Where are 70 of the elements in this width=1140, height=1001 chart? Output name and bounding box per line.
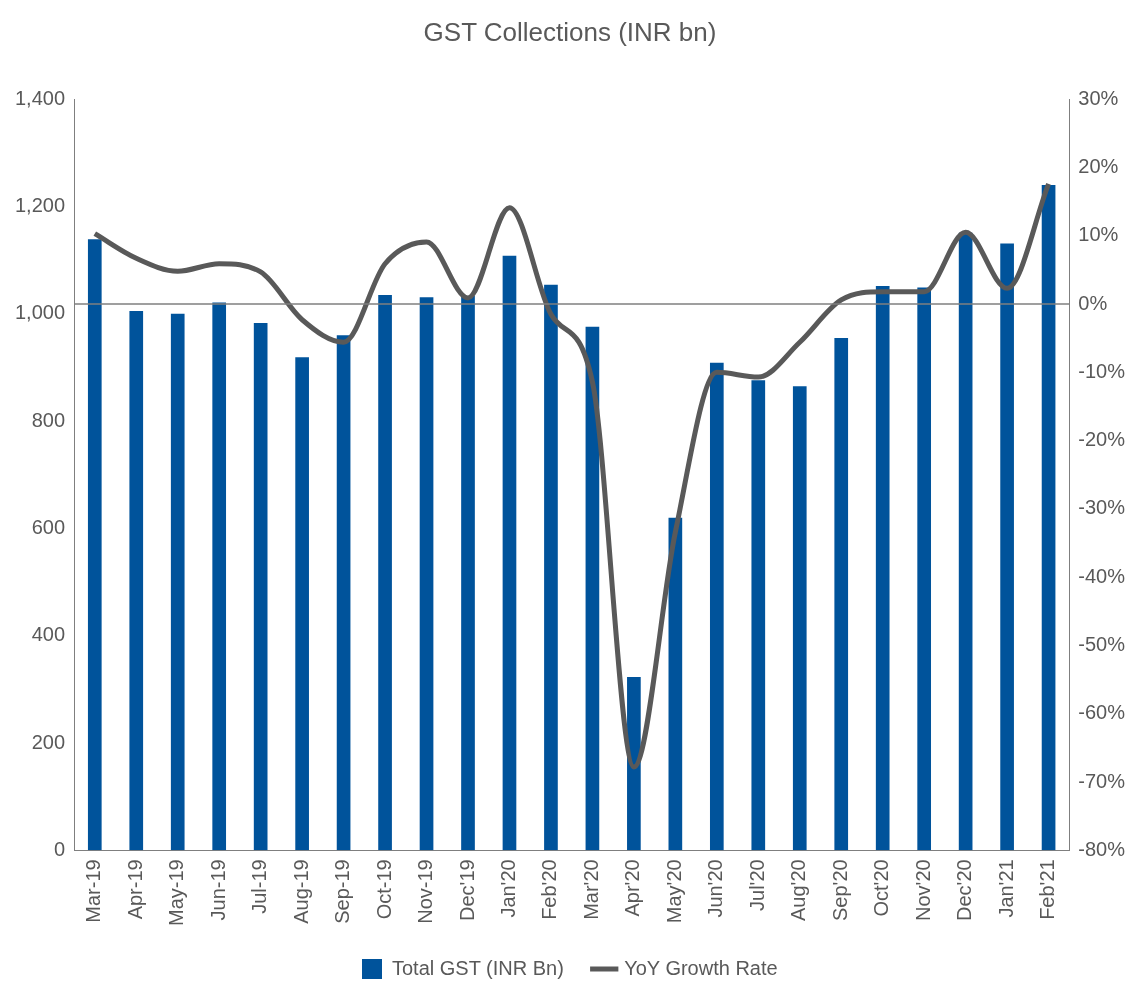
bar: [627, 677, 641, 851]
bar: [336, 335, 351, 851]
x-tick-label: Jan'20: [496, 859, 519, 918]
y2-tick-label: 0%: [1078, 291, 1108, 314]
bar: [1041, 185, 1056, 851]
bar: [253, 322, 268, 851]
x-tick-label: Jun-19: [206, 859, 229, 921]
legend-label: YoY Growth Rate: [624, 956, 778, 979]
x-tick-label: Dec'19: [455, 859, 478, 921]
y2-tick-label: 30%: [1078, 86, 1119, 109]
legend-label: Total GST (INR Bn): [391, 956, 564, 979]
x-tick-label: May'20: [662, 859, 685, 924]
y2-tick-label: 10%: [1078, 223, 1119, 246]
y2-tick-label: -30%: [1078, 496, 1126, 519]
bar: [585, 326, 600, 851]
bar: [378, 295, 392, 851]
x-tick-label: Jul'20: [745, 859, 768, 911]
bar: [461, 296, 475, 851]
x-tick-label: May-19: [165, 859, 188, 927]
x-tick-label: Dec'20: [953, 859, 976, 921]
y2-tick-label: -10%: [1078, 359, 1126, 382]
y-tick-label: 200: [31, 730, 66, 753]
y-tick-label: 400: [31, 623, 66, 646]
x-tick-label: Jan'21: [994, 859, 1017, 918]
x-tick-label: Nov'20: [911, 859, 934, 921]
y-tick-label: 800: [31, 408, 66, 431]
x-tick-label: Feb'21: [1036, 859, 1059, 920]
bar: [87, 239, 102, 851]
x-tick-label: Oct'20: [870, 859, 893, 917]
x-tick-label: Jul-19: [248, 859, 271, 914]
y-tick-label: 0: [53, 837, 66, 860]
x-tick-label: Nov-19: [414, 859, 437, 924]
bar: [129, 311, 144, 851]
bar: [419, 297, 434, 851]
y-tick-label: 600: [31, 515, 66, 538]
y-tick-label: 1,000: [14, 301, 66, 324]
x-tick-label: Sep'20: [828, 859, 851, 921]
y2-tick-label: -80%: [1078, 837, 1126, 860]
bar: [170, 313, 185, 851]
y2-tick-label: -20%: [1078, 428, 1126, 451]
y2-tick-label: -60%: [1078, 701, 1126, 724]
bar: [958, 232, 973, 851]
x-tick-label: Aug-19: [289, 859, 312, 924]
bar: [709, 362, 724, 851]
bar: [751, 380, 766, 851]
x-tick-label: Sep-19: [331, 859, 354, 924]
chart-title: GST Collections (INR bn): [423, 16, 717, 47]
x-tick-label: Mar'20: [579, 859, 602, 920]
x-tick-label: Aug'20: [787, 859, 810, 921]
x-tick-label: Oct-19: [372, 859, 395, 920]
y-tick-label: 1,200: [14, 194, 66, 217]
bar: [917, 287, 932, 851]
x-tick-label: Apr'20: [621, 859, 644, 917]
bar: [544, 284, 558, 851]
x-tick-label: Mar-19: [82, 859, 105, 923]
bar: [834, 337, 849, 851]
y2-tick-label: -70%: [1078, 769, 1126, 792]
y-tick-label: 1,400: [14, 86, 66, 109]
y2-tick-label: 20%: [1078, 155, 1119, 177]
y2-tick-label: -40%: [1078, 564, 1126, 587]
x-tick-label: Feb'20: [538, 859, 561, 920]
x-tick-label: Apr-19: [123, 859, 146, 920]
bar: [792, 386, 807, 851]
y2-tick-label: -50%: [1078, 632, 1126, 655]
bar: [502, 255, 517, 851]
bar: [1000, 243, 1014, 851]
bar: [295, 357, 309, 851]
bar: [875, 285, 890, 851]
x-tick-label: Jun'20: [704, 859, 727, 918]
bar: [212, 302, 227, 851]
